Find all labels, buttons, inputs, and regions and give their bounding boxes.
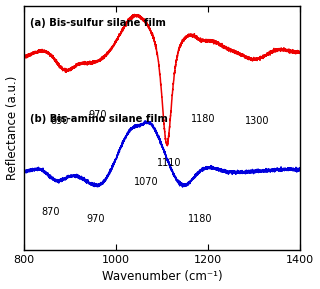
Text: 1180: 1180 (190, 114, 215, 124)
Text: 1070: 1070 (134, 177, 158, 187)
Text: 870: 870 (42, 207, 60, 216)
Text: 890: 890 (51, 116, 69, 126)
Text: 970: 970 (86, 214, 105, 224)
Text: 1180: 1180 (188, 214, 213, 224)
X-axis label: Wavenumber (cm⁻¹): Wavenumber (cm⁻¹) (102, 271, 222, 284)
Text: 970: 970 (89, 110, 107, 120)
Text: (a) Bis-sulfur silane film: (a) Bis-sulfur silane film (30, 18, 165, 28)
Text: (b) Bis-amino silane film: (b) Bis-amino silane film (30, 114, 167, 124)
Text: 1300: 1300 (245, 116, 270, 126)
Y-axis label: Reflectance (a.u.): Reflectance (a.u.) (5, 76, 19, 180)
Text: 1110: 1110 (157, 158, 181, 168)
